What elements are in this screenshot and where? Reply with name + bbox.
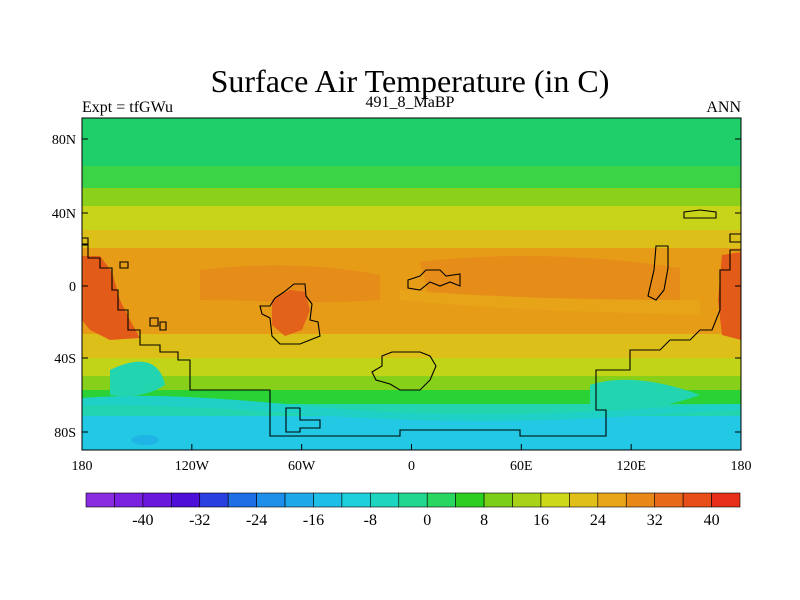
coastline-island-small-1 xyxy=(149,317,159,327)
colorbar-label: -8 xyxy=(364,512,377,529)
band-s-subpolar xyxy=(82,390,741,404)
colorbar-swatch xyxy=(370,492,400,508)
colorbar xyxy=(85,492,741,508)
lon-tick-label: 120E xyxy=(616,459,646,474)
coastline-ne-island xyxy=(683,209,717,219)
coastline-south-bay xyxy=(285,407,321,433)
colorbar-swatch xyxy=(597,492,627,508)
colorbar-swatch xyxy=(114,492,144,508)
colorbar-swatch xyxy=(256,492,286,508)
cold-spot-south xyxy=(131,435,159,445)
lon-tick-label: 180 xyxy=(72,459,93,474)
colorbar-label: 8 xyxy=(480,512,488,529)
cool-tongue xyxy=(400,290,700,315)
colorbar-labels: -40 -32 -24 -16 -8 0 8 16 24 32 40 xyxy=(132,512,719,529)
colorbar-label: -32 xyxy=(189,512,210,529)
period-label: 491_8_MaBP xyxy=(366,94,455,111)
band-arctic xyxy=(82,118,741,166)
map-title: Surface Air Temperature (in C) xyxy=(211,63,610,99)
colorbar-swatch xyxy=(682,492,712,508)
lat-tick-label: 80N xyxy=(52,133,76,148)
cold-anomaly-east xyxy=(590,379,700,408)
colorbar-swatch xyxy=(171,492,201,508)
lon-tick-label: 60W xyxy=(288,459,316,474)
colorbar-swatch xyxy=(284,492,314,508)
season-label: ANN xyxy=(706,99,741,116)
colorbar-label: 32 xyxy=(647,512,663,529)
band-n-temperate xyxy=(82,206,741,230)
colorbar-swatch xyxy=(654,492,684,508)
lat-tick-label: 40S xyxy=(54,352,76,367)
lon-tick-label: 120W xyxy=(175,459,210,474)
lat-tick-label: 80S xyxy=(54,426,76,441)
colorbar-swatch xyxy=(313,492,343,508)
colorbar-label: -40 xyxy=(132,512,153,529)
colorbar-swatch xyxy=(569,492,599,508)
band-n-mid xyxy=(82,188,741,206)
coastline-se-edge xyxy=(729,233,741,243)
colorbar-label: -16 xyxy=(303,512,324,529)
hot-land-west xyxy=(82,256,140,340)
colorbar-swatch xyxy=(711,492,741,508)
coastline-southern-island xyxy=(371,351,437,391)
coastline-island-small-3 xyxy=(159,321,167,331)
polar-front xyxy=(82,395,741,421)
lat-tick-label: 40N xyxy=(52,207,76,222)
colorbar-swatch xyxy=(227,492,257,508)
colorbar-swatch xyxy=(142,492,172,508)
warm-pool-west xyxy=(200,265,380,303)
colorbar-label: 24 xyxy=(590,512,606,529)
experiment-label: Expt = tfGWu xyxy=(82,99,173,116)
band-n-subtropic xyxy=(82,230,741,248)
colorbar-swatch xyxy=(426,492,456,508)
colorbar-swatch xyxy=(398,492,428,508)
coastline-west xyxy=(82,244,741,437)
cold-anomaly-west xyxy=(110,361,165,397)
band-s-subtropic xyxy=(82,334,741,358)
longitude-axis: 180 120W 60W 0 60E 120E 180 xyxy=(72,444,752,474)
coastline-island-small-2 xyxy=(119,261,129,269)
colorbar-swatch xyxy=(483,492,513,508)
colorbar-swatch xyxy=(540,492,570,508)
coastline-northern-island xyxy=(407,269,461,291)
hot-land-east xyxy=(718,252,741,340)
coastline-central-continent xyxy=(259,283,321,345)
coastline-sw-corner xyxy=(82,237,89,245)
coastline-eastern-strip xyxy=(647,245,669,301)
map-panel xyxy=(82,118,741,450)
lon-tick-label: 60E xyxy=(510,459,533,474)
colorbar-label: 40 xyxy=(704,512,720,529)
lat-tick-label: 0 xyxy=(69,280,76,295)
band-subarctic xyxy=(82,166,741,188)
colorbar-label: -24 xyxy=(246,512,267,529)
hot-land-central xyxy=(272,290,310,336)
colorbar-swatch xyxy=(85,492,115,508)
band-s-mid xyxy=(82,376,741,390)
colorbar-label: 16 xyxy=(533,512,549,529)
coastlines xyxy=(82,209,741,437)
colorbar-swatch xyxy=(455,492,485,508)
colorbar-swatch xyxy=(199,492,229,508)
lon-tick-label: 0 xyxy=(408,459,415,474)
colorbar-swatch xyxy=(341,492,371,508)
colorbar-label: 0 xyxy=(423,512,431,529)
colorbar-swatch xyxy=(512,492,542,508)
band-s-temperate xyxy=(82,358,741,376)
colorbar-swatch xyxy=(625,492,655,508)
latitude-axis: 80N 40N 0 40S 80S xyxy=(52,133,741,441)
lon-tick-label: 180 xyxy=(731,459,752,474)
